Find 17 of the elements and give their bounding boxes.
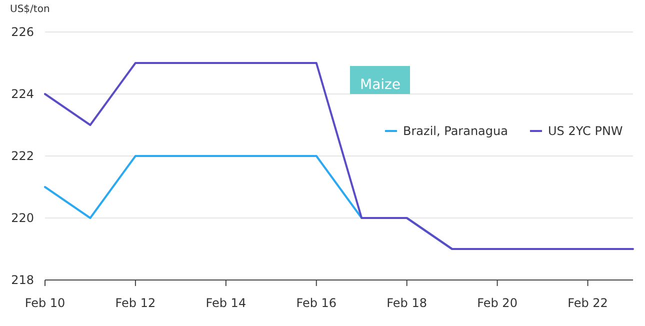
- y-tick-label: 220: [11, 211, 34, 225]
- annotation: Maize: [360, 77, 401, 93]
- y-tick-label: 218: [11, 273, 34, 287]
- line-series: [44, 62, 634, 250]
- legend-label: US 2YC PNW: [548, 124, 623, 138]
- x-tick-label: Feb 22: [568, 296, 608, 310]
- y-tick-label: 222: [11, 149, 34, 163]
- x-tick-label: Feb 20: [477, 296, 518, 310]
- legend-label: Brazil, Paranagua: [403, 124, 508, 138]
- y-tick-label: 226: [11, 25, 34, 39]
- y-tick-label: 224: [11, 87, 34, 101]
- y-axis-title: US$/ton: [10, 4, 50, 15]
- x-tick-label: Feb 16: [296, 296, 337, 310]
- x-tick-label: Feb 14: [206, 296, 246, 310]
- x-tick-label: Feb 12: [115, 296, 156, 310]
- x-tick-label: Feb 10: [24, 296, 66, 310]
- x-tick-label: Feb 18: [386, 296, 428, 310]
